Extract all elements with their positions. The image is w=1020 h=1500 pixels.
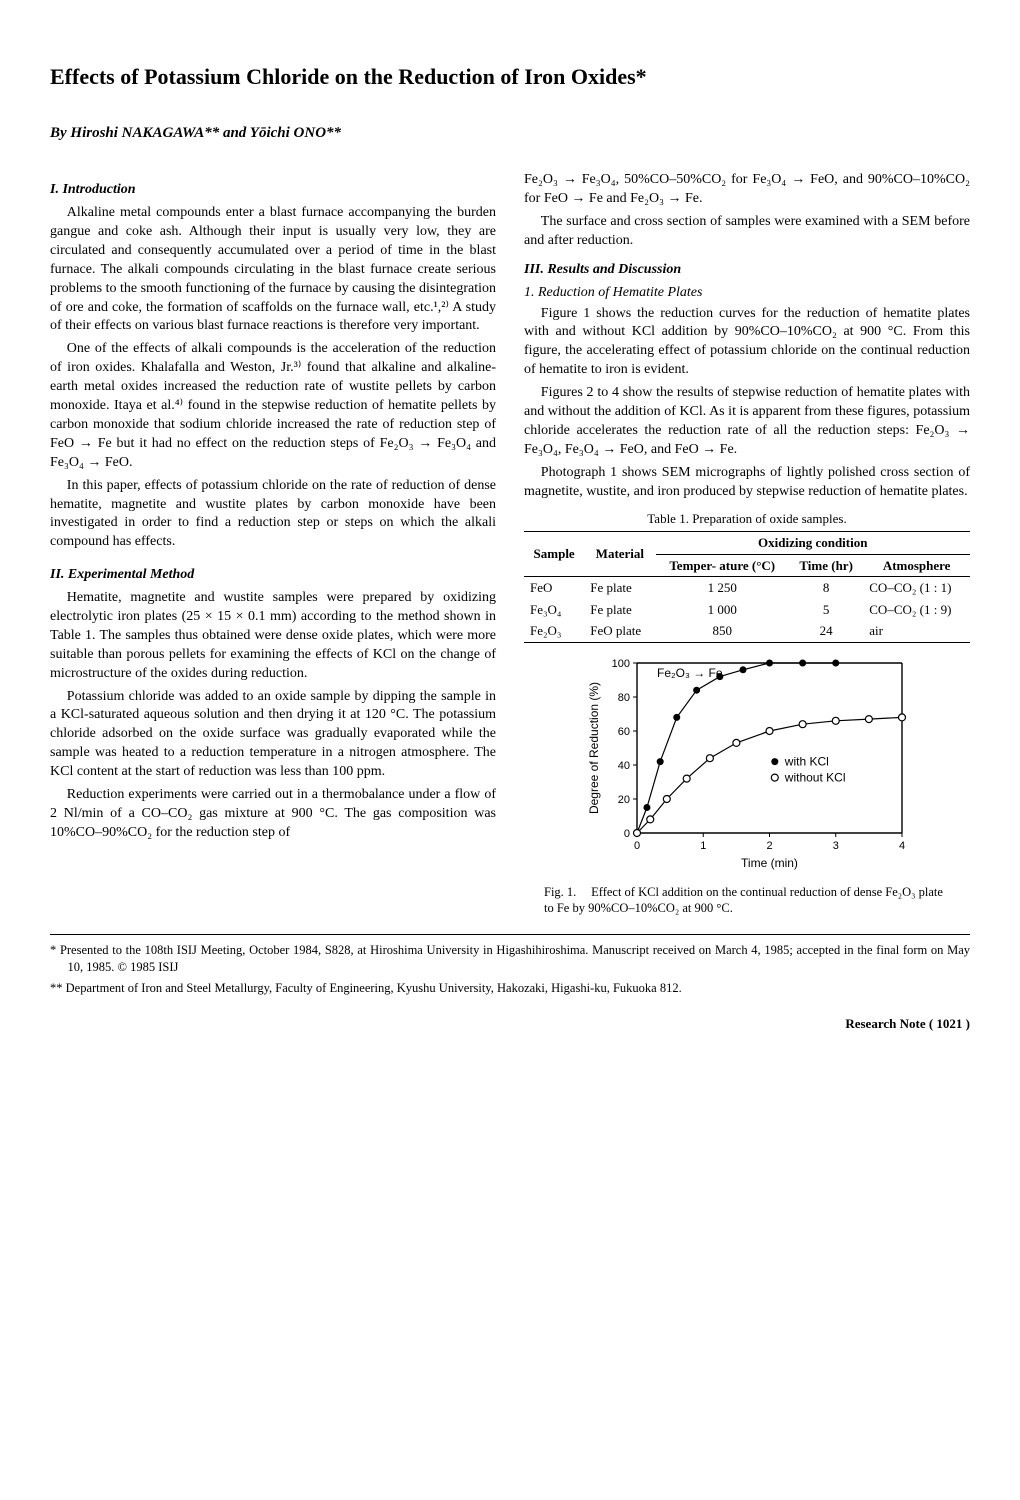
svg-text:60: 60 bbox=[618, 726, 630, 738]
table-cell: CO–CO₂ (1 : 1) bbox=[863, 577, 970, 599]
left-column: I. Introduction Alkaline metal compounds… bbox=[50, 171, 496, 916]
section-heading-results: III. Results and Discussion bbox=[524, 261, 970, 280]
figure-1-chart: 0 20 40 60 80 100 0 1 2 3 4 Time (min) Degree of Red… bbox=[582, 651, 912, 871]
paragraph: Photograph 1 shows SEM micrographs of li… bbox=[524, 464, 970, 502]
table-cell: 1 250 bbox=[656, 577, 789, 599]
figure-caption-lead: Fig. 1. bbox=[544, 884, 588, 900]
table-row: Fe₂O₃ FeO plate 850 24 air bbox=[524, 620, 970, 642]
paragraph: One of the effects of alkali compounds i… bbox=[50, 340, 496, 472]
table-row: FeO Fe plate 1 250 8 CO–CO₂ (1 : 1) bbox=[524, 577, 970, 599]
two-column-body: I. Introduction Alkaline metal compounds… bbox=[50, 171, 970, 916]
svg-text:3: 3 bbox=[833, 840, 839, 852]
paragraph: Figures 2 to 4 show the results of stepw… bbox=[524, 384, 970, 460]
paper-title: Effects of Potassium Chloride on the Red… bbox=[50, 60, 970, 93]
svg-text:80: 80 bbox=[618, 692, 630, 704]
table-cell: CO–CO₂ (1 : 9) bbox=[863, 599, 970, 621]
table-cell: 5 bbox=[789, 599, 863, 621]
svg-text:Fe₂O₃ → Fe: Fe₂O₃ → Fe bbox=[657, 666, 723, 680]
table-cell: 850 bbox=[656, 620, 789, 642]
right-column: Fe₂O₃ → Fe₃O₄, 50%CO–50%CO₂ for Fe₃O₄ → … bbox=[524, 171, 970, 916]
section-heading-introduction: I. Introduction bbox=[50, 181, 496, 200]
table-row: Fe₃O₄ Fe plate 1 000 5 CO–CO₂ (1 : 9) bbox=[524, 599, 970, 621]
table-1: Sample Material Oxidizing condition Temp… bbox=[524, 531, 970, 643]
paragraph: Fe₂O₃ → Fe₃O₄, 50%CO–50%CO₂ for Fe₃O₄ → … bbox=[524, 171, 970, 209]
paragraph: Figure 1 shows the reduction curves for … bbox=[524, 305, 970, 381]
footnotes: * Presented to the 108th ISIJ Meeting, O… bbox=[50, 942, 970, 997]
table-header: Sample bbox=[524, 532, 584, 577]
footnote: ** Department of Iron and Steel Metallur… bbox=[68, 980, 971, 997]
table-cell: air bbox=[863, 620, 970, 642]
page-footer: Research Note ( 1021 ) bbox=[50, 1015, 970, 1033]
paragraph: Alkaline metal compounds enter a blast f… bbox=[50, 204, 496, 336]
table-cell: FeO bbox=[524, 577, 584, 599]
svg-text:2: 2 bbox=[766, 840, 772, 852]
table-cell: 8 bbox=[789, 577, 863, 599]
table-cell: Fe₂O₃ bbox=[524, 620, 584, 642]
figure-caption-text: Effect of KCl addition on the continual … bbox=[544, 885, 943, 915]
paragraph: Hematite, magnetite and wustite samples … bbox=[50, 589, 496, 683]
svg-text:4: 4 bbox=[899, 840, 905, 852]
svg-text:Time (min): Time (min) bbox=[741, 856, 798, 870]
table-cell: FeO plate bbox=[584, 620, 655, 642]
svg-text:0: 0 bbox=[624, 828, 630, 840]
footnote-separator bbox=[50, 934, 970, 935]
table-header: Atmosphere bbox=[863, 554, 970, 577]
svg-text:1: 1 bbox=[700, 840, 706, 852]
paragraph: Potassium chloride was added to an oxide… bbox=[50, 688, 496, 782]
table-cell: Fe plate bbox=[584, 599, 655, 621]
byline: By Hiroshi NAKAGAWA** and Yōichi ONO** bbox=[50, 123, 970, 143]
figure-1: 0 20 40 60 80 100 0 1 2 3 4 Time (min) Degree of Red… bbox=[524, 651, 970, 916]
paragraph: The surface and cross section of samples… bbox=[524, 213, 970, 251]
table-cell: Fe plate bbox=[584, 577, 655, 599]
table-cell: 1 000 bbox=[656, 599, 789, 621]
paragraph: In this paper, effects of potassium chlo… bbox=[50, 477, 496, 553]
table-header: Time (hr) bbox=[789, 554, 863, 577]
svg-text:100: 100 bbox=[612, 658, 630, 670]
svg-text:0: 0 bbox=[634, 840, 640, 852]
figure-caption: Fig. 1. Effect of KCl addition on the co… bbox=[544, 884, 950, 917]
table-header: Material bbox=[584, 532, 655, 577]
paragraph: Reduction experiments were carried out i… bbox=[50, 786, 496, 843]
footnote: * Presented to the 108th ISIJ Meeting, O… bbox=[68, 942, 971, 976]
table-caption: Table 1. Preparation of oxide samples. bbox=[524, 510, 970, 528]
table-cell: Fe₃O₄ bbox=[524, 599, 584, 621]
table-header: Temper- ature (°C) bbox=[656, 554, 789, 577]
section-heading-experimental: II. Experimental Method bbox=[50, 566, 496, 585]
svg-text:20: 20 bbox=[618, 794, 630, 806]
table-header-group: Oxidizing condition bbox=[656, 532, 971, 555]
subsection-heading: 1. Reduction of Hematite Plates bbox=[524, 284, 970, 303]
table-cell: 24 bbox=[789, 620, 863, 642]
svg-text:Degree of Reduction (%): Degree of Reduction (%) bbox=[587, 682, 601, 814]
svg-text:without KCl: without KCl bbox=[784, 770, 846, 784]
svg-text:40: 40 bbox=[618, 760, 630, 772]
svg-text:with KCl: with KCl bbox=[784, 754, 829, 768]
